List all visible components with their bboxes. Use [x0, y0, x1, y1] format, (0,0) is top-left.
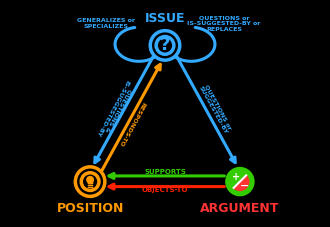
Circle shape [75, 167, 105, 196]
Text: SUPPORTS: SUPPORTS [144, 169, 186, 175]
Text: QUESTIONS or
SUGGESTED-BY: QUESTIONS or SUGGESTED-BY [197, 83, 233, 135]
Text: ISSUE: ISSUE [145, 12, 185, 25]
Text: QUESTIONS &
IS-SUGGESTED-BY: QUESTIONS & IS-SUGGESTED-BY [95, 78, 135, 140]
Text: OBJECTS-TO: OBJECTS-TO [142, 187, 188, 192]
Text: ?: ? [160, 36, 170, 54]
Circle shape [225, 167, 255, 196]
Bar [88, 180, 92, 183]
Text: +: + [232, 173, 240, 183]
Circle shape [87, 177, 93, 183]
Wedge shape [234, 175, 249, 190]
Circle shape [156, 37, 174, 54]
Text: −: − [239, 181, 249, 191]
Wedge shape [231, 173, 246, 188]
Text: QUESTIONS or
IS-SUGGESTED-BY or
REPLACES: QUESTIONS or IS-SUGGESTED-BY or REPLACES [187, 15, 261, 32]
Text: GENERALIZES or
SPECIALIZES: GENERALIZES or SPECIALIZES [77, 18, 135, 29]
Circle shape [81, 173, 99, 190]
Text: RESPONDS-TO: RESPONDS-TO [118, 101, 146, 147]
Text: ARGUMENT: ARGUMENT [200, 202, 280, 215]
Text: POSITION: POSITION [56, 202, 124, 215]
Circle shape [150, 31, 180, 60]
